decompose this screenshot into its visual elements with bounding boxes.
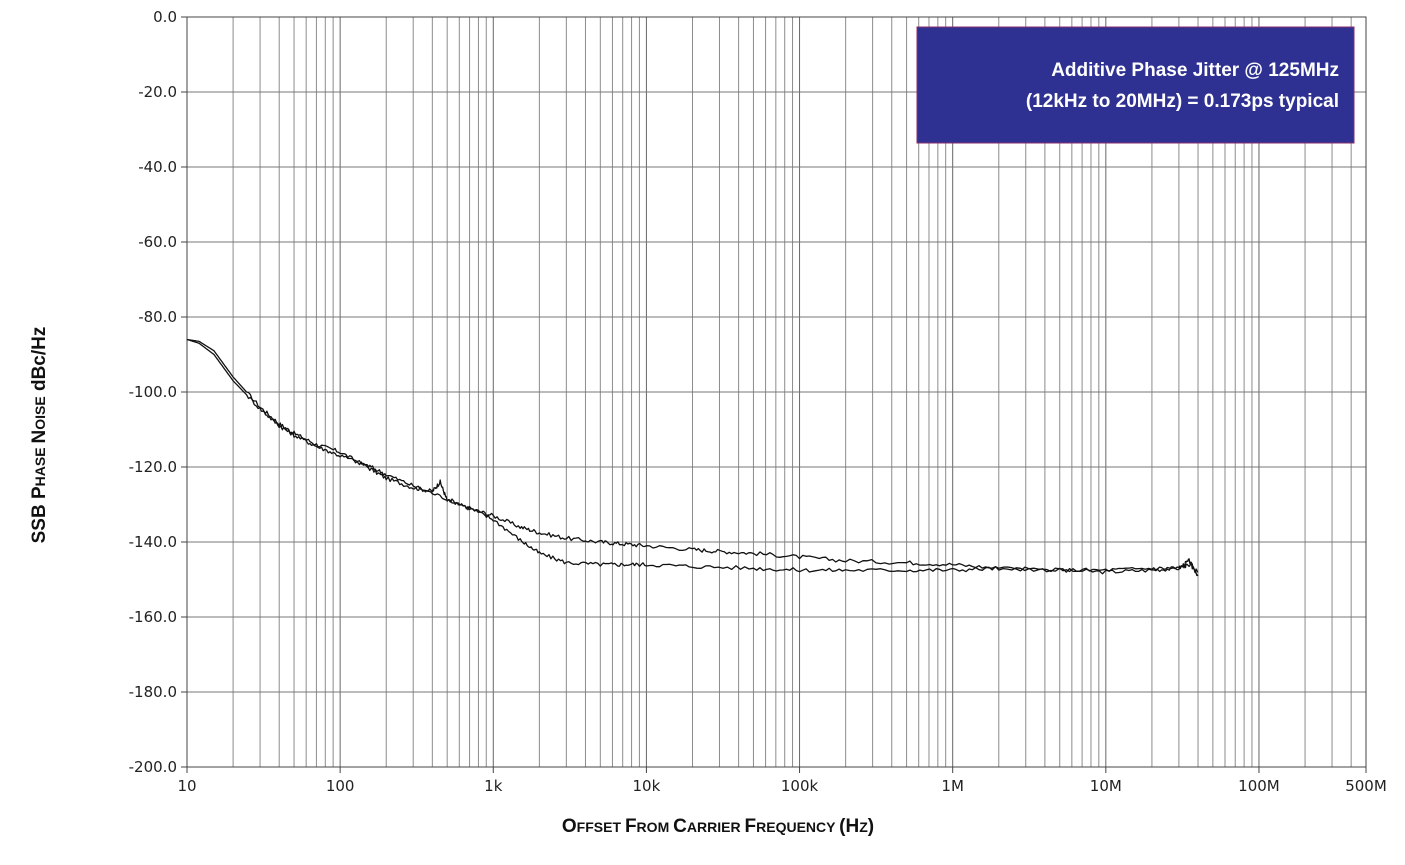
x-tick-label: 1M [941, 777, 964, 795]
y-tick-label: -180.0 [129, 683, 177, 701]
x-axis-title: OFFSET FROM CARRIER FREQUENCY (HZ) [562, 816, 874, 837]
y-axis-ticks: 0.0 -20.0 -40.0 -60.0 -80.0 -100.0 -120.0 -140.… [129, 8, 187, 776]
x-tick-label: 500M [1345, 777, 1387, 795]
x-tick-label: 10M [1090, 777, 1122, 795]
x-axis-ticks: 10 100 1k 10k 100k 1M 10M 100M 500M [177, 767, 1387, 795]
y-tick-label: 0.0 [153, 8, 177, 26]
phase-noise-trace-2 [186, 338, 1199, 573]
y-tick-label: -80.0 [138, 308, 177, 326]
y-tick-label: -120.0 [129, 458, 177, 476]
x-tick-label: 1k [484, 777, 503, 795]
phase-noise-trace-1 [186, 338, 1199, 577]
y-axis-title: SSB PHASE NOISE dBc/Hz [29, 327, 50, 544]
x-tick-label: 10 [177, 777, 196, 795]
annotation-box [916, 26, 1355, 144]
jitter-annotation: Additive Phase Jitter @ 125MHz (12kHz to… [916, 26, 1355, 144]
y-tick-label: -20.0 [138, 83, 177, 101]
y-tick-label: -40.0 [138, 158, 177, 176]
annotation-line-1: Additive Phase Jitter @ 125MHz [1051, 60, 1339, 81]
x-tick-label: 100 [326, 777, 355, 795]
y-tick-label: -100.0 [129, 383, 177, 401]
annotation-line-2: (12kHz to 20MHz) = 0.173ps typical [1026, 91, 1339, 112]
x-tick-label: 100M [1238, 777, 1280, 795]
x-tick-label: 10k [633, 777, 661, 795]
x-tick-label: 100k [781, 777, 819, 795]
x-axis-title-text: OFFSET FROM CARRIER FREQUENCY (HZ) [562, 816, 874, 837]
y-tick-label: -60.0 [138, 233, 177, 251]
y-axis-title-text: SSB PHASE NOISE dBc/Hz [29, 327, 50, 544]
y-tick-label: -200.0 [129, 758, 177, 776]
y-tick-label: -140.0 [129, 533, 177, 551]
series-group [186, 338, 1199, 577]
y-tick-label: -160.0 [129, 608, 177, 626]
